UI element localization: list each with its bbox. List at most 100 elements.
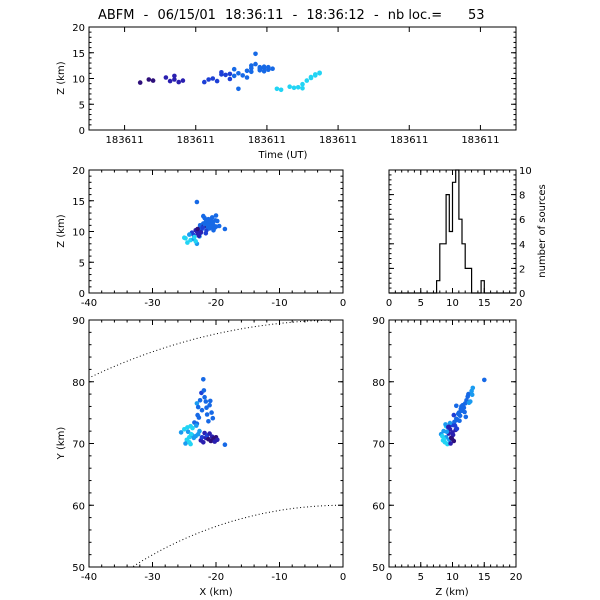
title-dash-3: - <box>374 8 379 23</box>
x_height-point <box>200 225 205 231</box>
time_height-point <box>167 78 173 84</box>
z_histogram-ylabel: number of sources <box>537 184 548 277</box>
time_height-point <box>249 65 254 71</box>
x_height-point <box>192 234 197 240</box>
z_vs_y-ytick-label: 90 <box>372 316 385 327</box>
z_vs_y-xtick-label: 0 <box>386 572 392 583</box>
z_vs_y-point <box>460 402 466 408</box>
time_height-point <box>300 81 305 87</box>
x_height-ylabel: Z (km) <box>56 214 67 247</box>
plan_view-point <box>201 377 206 382</box>
z_vs_y-point <box>449 436 455 441</box>
time_height-xtick-label: 183611 <box>248 135 286 146</box>
time_height-point <box>202 79 207 85</box>
title-dash-1: - <box>144 8 149 23</box>
plan_view-point <box>207 431 212 436</box>
x_height-point <box>209 215 215 220</box>
time_height-point <box>253 61 258 67</box>
z_histogram-ytick-label: 8 <box>519 191 525 202</box>
time_height-xtick-label: 183611 <box>390 135 428 146</box>
z_vs_y-point <box>469 392 475 398</box>
time_height-point <box>244 75 250 80</box>
z_vs_y-point <box>466 400 472 406</box>
plan_view-point <box>206 419 211 424</box>
plan_view-xlabel: X (km) <box>199 587 232 598</box>
x_height-point <box>195 226 200 232</box>
time_height-xtick-label: 183611 <box>177 135 215 146</box>
z_histogram-ytick-label: 6 <box>519 215 525 226</box>
time_height-point <box>172 77 177 82</box>
z_vs_y-point <box>441 436 447 442</box>
z_vs_y-ytick-label: 80 <box>372 378 385 389</box>
z_vs_y-xlabel: Z (km) <box>435 587 468 598</box>
time_height-point <box>313 72 318 77</box>
time_height-ytick-label: 10 <box>72 75 85 86</box>
time_height-point <box>295 85 301 90</box>
z_histogram-xtick-label: 0 <box>386 298 392 309</box>
time_height-point <box>227 71 233 77</box>
z_vs_y-ytick-label: 60 <box>372 501 385 512</box>
time_height-point <box>236 71 241 76</box>
time_height-point <box>163 75 169 80</box>
time_height-xtick-label: 183611 <box>105 135 143 146</box>
x_height-point <box>205 223 210 228</box>
time_height-point <box>304 78 310 83</box>
time_height-point <box>291 85 297 91</box>
plan_view-point <box>190 425 195 431</box>
z_vs_y-point <box>454 403 459 409</box>
time_height-ytick-label: 15 <box>72 49 85 60</box>
time_height-point <box>253 51 258 57</box>
plan_view-point <box>222 442 228 448</box>
plan_view-point <box>187 440 192 445</box>
plan_view-point <box>204 405 209 411</box>
plan_view-ytick-label: 90 <box>72 316 85 327</box>
x_height-point <box>216 223 222 229</box>
time_height-point <box>227 76 233 82</box>
z_vs_y-point <box>450 432 456 438</box>
x_height-xtick-label: -10 <box>271 298 287 309</box>
plan_view-point <box>185 425 190 430</box>
x_height-xtick-label: -20 <box>208 298 224 309</box>
plan_view-point <box>204 412 210 417</box>
z_histogram-xtick-label: 5 <box>418 298 424 309</box>
plan_view-xtick-label: -20 <box>208 572 224 583</box>
plan_view-point <box>194 423 199 428</box>
plan_view-point <box>183 441 188 446</box>
plan_view-ylabel: Y (km) <box>56 427 67 461</box>
z_vs_y-point <box>462 409 467 415</box>
plan_view-point <box>203 399 209 404</box>
time_height-point <box>266 64 271 70</box>
title-date: 06/15/01 <box>158 8 216 23</box>
time_height-ytick-label: 5 <box>79 100 85 111</box>
plan_view-xtick-label: -30 <box>144 572 160 583</box>
plan_view-point <box>207 402 212 408</box>
plan_view-ytick-label: 60 <box>72 501 85 512</box>
x_height-xtick-label: -40 <box>81 298 97 309</box>
x_height-point <box>222 226 228 232</box>
plan-view-panel: -40 -30 -20 -10 0 50 60 70 80 90 X (km) Y (km) <box>56 316 346 598</box>
time_height-point <box>317 70 322 76</box>
time_height-ylabel: Z (km) <box>56 61 67 94</box>
time_height-point <box>300 86 305 91</box>
title-time-start: 18:36:11 <box>225 8 283 23</box>
time_height-point <box>261 64 267 69</box>
plan_view-point <box>210 415 216 421</box>
x_height-ytick-label: 15 <box>72 197 85 208</box>
time_height-point <box>219 70 224 75</box>
time_height-point <box>137 80 143 85</box>
z_histogram-xtick-label: 20 <box>510 298 523 309</box>
z_vs_y-xtick-label: 5 <box>418 572 424 583</box>
x_height-ytick-label: 0 <box>79 289 85 300</box>
time_height-point <box>214 78 220 84</box>
plan_view-point <box>215 437 220 443</box>
time_height-point <box>274 86 280 92</box>
z_vs_y-point <box>470 385 476 391</box>
plan_view-point <box>195 404 201 410</box>
x_height-point <box>211 228 216 233</box>
title-count-label: nb loc.= <box>388 8 442 23</box>
range-ring <box>131 504 343 567</box>
plan_view-point <box>202 394 207 400</box>
time_height-point <box>240 73 245 78</box>
